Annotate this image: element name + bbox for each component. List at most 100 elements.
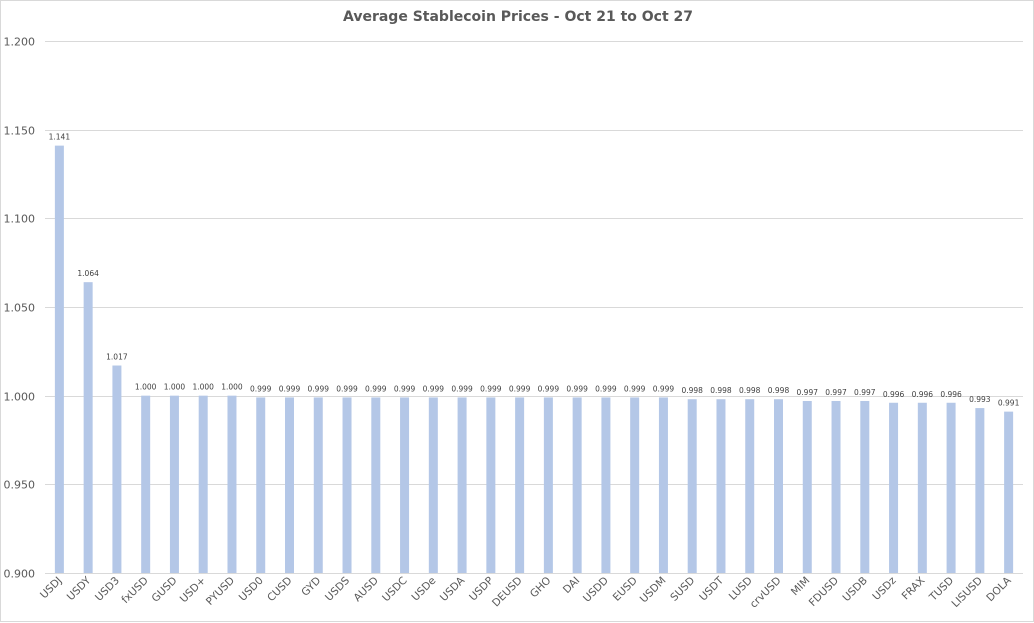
data-label: 1.000 [164,383,186,392]
data-label: 1.000 [192,383,214,392]
bar [256,397,266,573]
data-label: 0.999 [624,384,646,393]
bar [457,397,467,573]
data-label: 0.999 [538,384,560,393]
data-label: 1.141 [49,133,71,142]
x-tick-label: MIM [789,575,812,598]
x-tick-label: EUSD [611,575,640,604]
y-tick-label: 1.000 [4,391,36,404]
data-label: 0.999 [451,384,473,393]
bar [860,400,870,573]
data-label: 0.993 [969,395,991,404]
data-label: 1.017 [106,353,128,362]
data-label: 0.999 [509,384,531,393]
bar [745,399,755,573]
data-label: 0.999 [480,384,502,393]
bar [112,365,122,573]
x-tick-label: GHO [528,575,554,601]
data-label: 0.999 [336,384,358,393]
chart-title: Average Stablecoin Prices - Oct 21 to Oc… [343,9,693,25]
y-tick-label: 0.900 [4,568,36,581]
bar [400,397,410,573]
x-tick-label: USDA [438,574,468,604]
y-tick-label: 1.150 [4,125,36,138]
x-tick-label: USDC [380,575,410,605]
bar [515,397,525,573]
data-label: 0.999 [279,384,301,393]
x-tick-label: fxUSD [119,575,150,606]
x-tick-label: USDD [581,575,611,605]
x-tick-label: LISUSD [950,575,985,610]
x-tick-label: USDJ [38,575,65,602]
x-tick-label: USD0 [237,575,266,604]
x-tick-label: CUSD [265,575,295,605]
bar [141,395,151,573]
data-label: 0.999 [365,384,387,393]
bar [227,395,237,573]
bar [486,397,496,573]
data-label: 0.991 [998,399,1020,408]
bar [917,402,927,573]
bar [428,397,438,573]
x-tick-label: DAI [561,575,582,596]
data-label: 0.996 [883,390,905,399]
x-tick-label: USDB [840,575,869,604]
x-tick-label: USDY [65,574,94,603]
bar [630,397,640,573]
data-label: 0.996 [912,390,934,399]
bar [802,400,812,573]
bar [313,397,323,573]
data-label: 0.999 [394,384,416,393]
bar [687,399,697,573]
data-label: 0.999 [308,384,330,393]
data-label: 0.999 [423,384,445,393]
data-label: 0.999 [250,384,272,393]
data-label: 0.997 [825,388,847,397]
y-tick-label: 1.200 [4,36,36,49]
x-tick-label: SUSD [668,575,697,604]
x-tick-label: GUSD [149,575,179,605]
bar [946,402,956,573]
x-tick-label: FDUSD [807,575,841,609]
bar [285,397,294,573]
bar [774,399,783,573]
data-label: 0.999 [653,384,675,393]
y-tick-label: 0.950 [4,479,36,492]
data-label: 0.998 [681,386,703,395]
bar [371,397,381,573]
data-label: 1.000 [221,383,243,392]
x-tick-label: AUSD [351,575,380,604]
bar [543,397,553,573]
bar [601,397,611,573]
y-tick-label: 1.050 [4,302,36,315]
data-label: 1.064 [77,269,99,278]
data-label: 1.000 [135,383,157,392]
data-label: 0.996 [940,390,962,399]
x-tick-label: USDe [410,575,439,604]
bar [975,408,985,573]
x-tick-label: FRAX [900,575,928,603]
bar [658,397,668,573]
x-tick-label: DEUSD [490,575,525,610]
bar [169,395,179,573]
x-tick-label: USDS [323,574,352,603]
bar [1004,411,1014,573]
x-tick-label: GYD [299,575,323,599]
x-tick-label: USD3 [93,575,122,604]
x-tick-label: USDM [638,575,669,606]
bar [716,399,726,573]
x-tick-label: crvUSD [748,575,784,611]
data-label: 0.997 [797,388,819,397]
data-label: 0.997 [854,388,876,397]
bar [54,145,64,574]
bar [572,397,582,573]
bar [831,400,841,573]
data-label: 0.998 [710,386,732,395]
bar [342,397,352,573]
data-label: 0.999 [595,384,617,393]
x-tick-label: USDT [697,574,726,603]
bar [889,402,899,573]
data-label: 0.998 [768,386,790,395]
